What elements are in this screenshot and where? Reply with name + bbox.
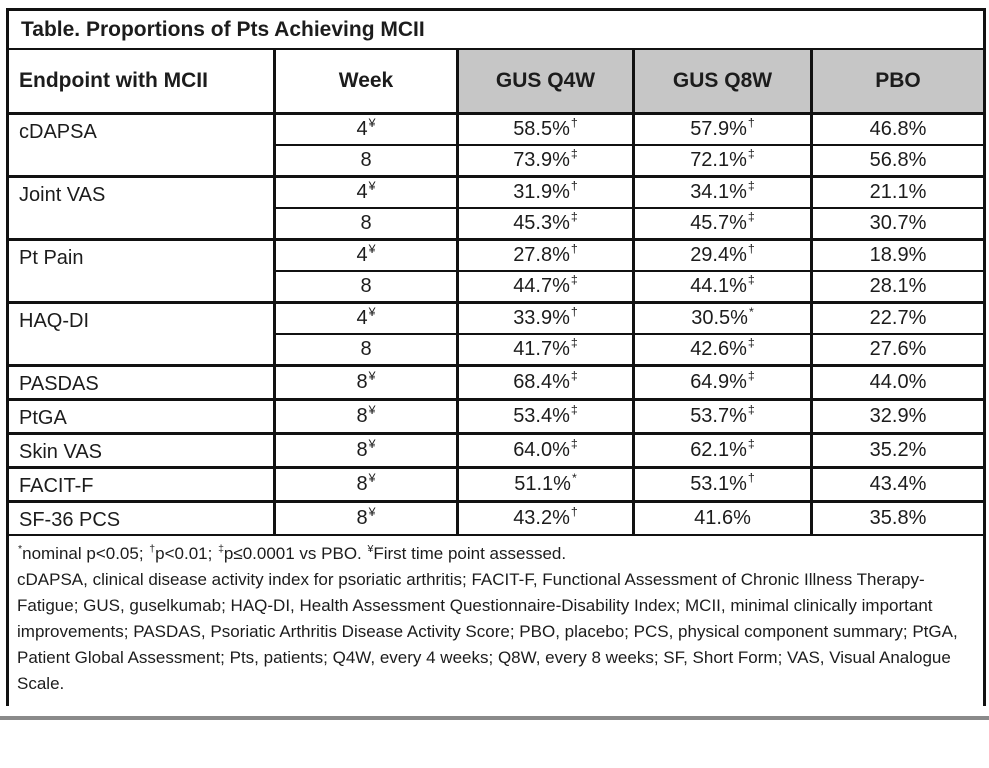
table-row: Joint VAS 4¥ 31.9%† 34.1%‡ 21.1% — [6, 175, 987, 241]
endpoint-cell: FACIT-F — [6, 466, 276, 503]
value-cell: 29.4%† — [632, 238, 813, 272]
value-cell: 45.7%‡ — [632, 207, 813, 241]
footnote-row: *nominal p<0.05; †p<0.01; ‡p≤0.0001 vs P… — [5, 534, 987, 706]
footnote-stats: *nominal p<0.05; †p<0.01; ‡p≤0.0001 vs P… — [18, 543, 567, 563]
table-row: PtGA 8¥ 53.4%‡ 53.7%‡ 32.9% — [6, 398, 987, 435]
value-cell: 44.1%‡ — [632, 270, 813, 304]
endpoint-cell: cDAPSA — [6, 112, 276, 178]
value-cell: 18.9% — [809, 238, 987, 272]
value-cell: 28.1% — [809, 270, 987, 304]
value-cell: 27.8%† — [456, 238, 635, 272]
value-cell: 56.8% — [809, 144, 987, 178]
table-title: Table. Proportions of Pts Achieving MCII — [6, 8, 986, 50]
endpoint-cell: HAQ-DI — [6, 301, 276, 367]
value-cell: 35.2% — [809, 432, 987, 469]
week-cell: 8¥ — [273, 500, 459, 536]
value-cell: 62.1%‡ — [632, 432, 813, 469]
footnote-abbreviations: cDAPSA, clinical disease activity index … — [17, 570, 958, 693]
value-cell: 30.7% — [809, 207, 987, 241]
value-cell: 53.7%‡ — [632, 398, 813, 435]
title-row: Table. Proportions of Pts Achieving MCII — [6, 8, 986, 50]
week-cell: 8¥ — [273, 432, 459, 469]
table-row: 8 41.7%‡ 42.6%‡ 27.6% — [8, 333, 987, 367]
week-cell: 4¥ — [273, 175, 459, 209]
table-row: HAQ-DI 4¥ 33.9%† 30.5%* 22.7% — [6, 301, 987, 367]
value-cell: 51.1%* — [456, 466, 635, 503]
value-cell: 22.7% — [809, 301, 987, 335]
value-cell: 35.8% — [809, 500, 987, 536]
value-cell: 27.6% — [809, 333, 987, 367]
table-row: SF-36 PCS 8¥ 43.2%† 41.6% 35.8% — [6, 500, 987, 536]
value-cell: 68.4%‡ — [456, 364, 635, 401]
column-header-gus-q4w: GUS Q4W — [456, 48, 635, 115]
endpoint-cell: PtGA — [6, 398, 276, 435]
value-cell: 30.5%* — [632, 301, 813, 335]
endpoint-cell: Joint VAS — [6, 175, 276, 241]
column-header-endpoint: Endpoint with MCII — [6, 48, 276, 115]
week-cell: 8¥ — [273, 466, 459, 503]
value-cell: 53.1%† — [632, 466, 813, 503]
value-cell: 21.1% — [809, 175, 987, 209]
value-cell: 46.8% — [809, 112, 987, 146]
week-cell: 8¥ — [273, 398, 459, 435]
week-cell: 8 — [273, 207, 459, 241]
footnote-cell: *nominal p<0.05; †p<0.01; ‡p≤0.0001 vs P… — [5, 534, 987, 706]
table-row: 8 44.7%‡ 44.1%‡ 28.1% — [8, 270, 987, 304]
week-cell: 4¥ — [273, 301, 459, 335]
value-cell: 53.4%‡ — [456, 398, 635, 435]
value-cell: 31.9%† — [456, 175, 635, 209]
value-cell: 45.3%‡ — [456, 207, 635, 241]
week-cell: 8 — [273, 333, 459, 367]
mcii-table-container: Table. Proportions of Pts Achieving MCII… — [5, 8, 987, 706]
value-cell: 33.9%† — [456, 301, 635, 335]
table-row: Skin VAS 8¥ 64.0%‡ 62.1%‡ 35.2% — [6, 432, 987, 469]
column-header-pbo: PBO — [809, 48, 987, 115]
mcii-table: Table. Proportions of Pts Achieving MCII… — [5, 8, 987, 706]
value-cell: 44.0% — [809, 364, 987, 401]
week-cell: 4¥ — [273, 238, 459, 272]
week-cell: 8¥ — [273, 364, 459, 401]
endpoint-cell: Pt Pain — [6, 238, 276, 304]
endpoint-cell: PASDAS — [6, 364, 276, 401]
week-cell: 8 — [273, 144, 459, 178]
value-cell: 43.2%† — [456, 500, 635, 536]
header-row: Endpoint with MCII Week GUS Q4W GUS Q8W … — [6, 48, 987, 115]
endpoint-cell: SF-36 PCS — [6, 500, 276, 536]
value-cell: 42.6%‡ — [632, 333, 813, 367]
endpoint-cell: Skin VAS — [6, 432, 276, 469]
value-cell: 43.4% — [809, 466, 987, 503]
value-cell: 72.1%‡ — [632, 144, 813, 178]
table-row: FACIT-F 8¥ 51.1%* 53.1%† 43.4% — [6, 466, 987, 503]
table-body: cDAPSA 4¥ 58.5%† 57.9%† 46.8% 8 73.9%‡ 72.1%‡ 56… — [6, 112, 987, 536]
value-cell: 64.9%‡ — [632, 364, 813, 401]
week-cell: 8 — [273, 270, 459, 304]
table-row: 8 73.9%‡ 72.1%‡ 56.8% — [8, 144, 987, 178]
value-cell: 73.9%‡ — [456, 144, 635, 178]
value-cell: 41.6% — [632, 500, 813, 536]
column-header-gus-q8w: GUS Q8W — [632, 48, 813, 115]
table-row: PASDAS 8¥ 68.4%‡ 64.9%‡ 44.0% — [6, 364, 987, 401]
value-cell: 58.5%† — [456, 112, 635, 146]
value-cell: 41.7%‡ — [456, 333, 635, 367]
value-cell: 44.7%‡ — [456, 270, 635, 304]
week-cell: 4¥ — [273, 112, 459, 146]
value-cell: 57.9%† — [632, 112, 813, 146]
table-row: cDAPSA 4¥ 58.5%† 57.9%† 46.8% — [6, 112, 987, 178]
value-cell: 34.1%‡ — [632, 175, 813, 209]
table-row: Pt Pain 4¥ 27.8%† 29.4%† 18.9% — [6, 238, 987, 304]
bottom-divider — [0, 716, 989, 720]
value-cell: 32.9% — [809, 398, 987, 435]
value-cell: 64.0%‡ — [456, 432, 635, 469]
column-header-week: Week — [273, 48, 459, 115]
